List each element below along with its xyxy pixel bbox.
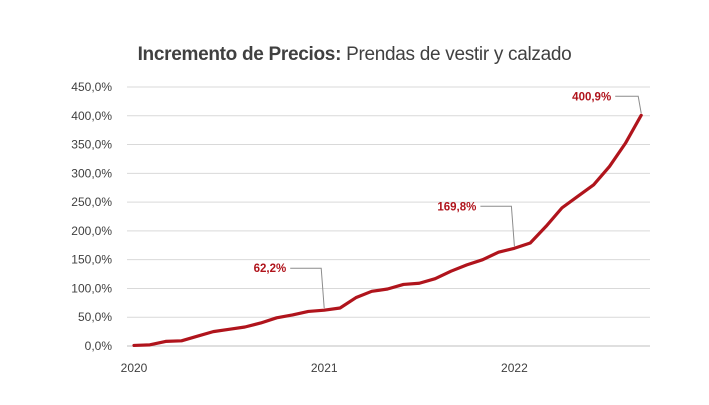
annotation-leader-line	[290, 267, 325, 309]
chart-title-bold: Incremento de Precios:	[137, 44, 342, 65]
x-tick-label: 2020	[121, 361, 148, 375]
series-line	[132, 113, 643, 348]
y-tick-label: 450,0%	[71, 80, 112, 94]
annotation-label: 400,9%	[572, 91, 611, 103]
y-tick-label: 0,0%	[85, 339, 113, 353]
chart-title-rest: Prendas de vestir y calzado	[346, 44, 572, 65]
annotation-leader-line	[480, 205, 515, 247]
x-tick-label: 2022	[501, 361, 528, 375]
y-tick-label: 350,0%	[71, 138, 112, 152]
y-tick-label: 250,0%	[71, 195, 112, 209]
y-tick-label: 200,0%	[71, 224, 112, 238]
y-tick-label: 400,0%	[71, 109, 112, 123]
x-tick-label: 2021	[311, 361, 338, 375]
y-tick-label: 100,0%	[71, 281, 112, 295]
annotation-label: 169,8%	[437, 201, 476, 213]
chart-title: Incremento de Precios: Prendas de vestir…	[0, 44, 709, 66]
y-tick-label: 50,0%	[78, 310, 112, 324]
annotation-leader-line	[615, 95, 642, 114]
annotation-label: 62,2%	[254, 263, 287, 275]
y-tick-label: 300,0%	[71, 166, 112, 180]
y-tick-label: 150,0%	[71, 253, 112, 267]
